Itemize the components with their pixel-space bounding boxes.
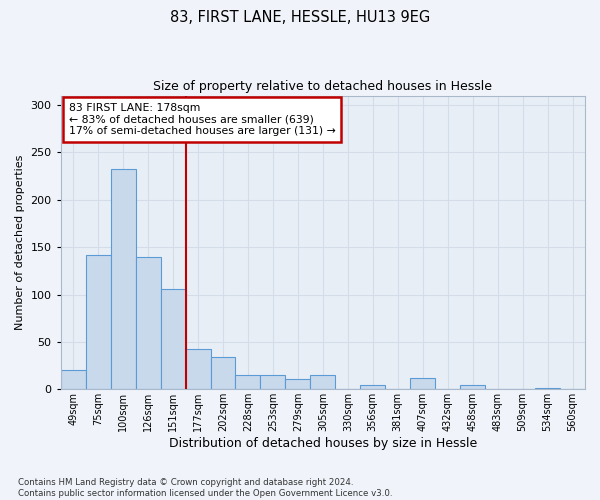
Bar <box>460 384 485 390</box>
Bar <box>535 388 560 390</box>
Bar <box>235 375 260 390</box>
Y-axis label: Number of detached properties: Number of detached properties <box>15 154 25 330</box>
Bar <box>260 375 286 390</box>
Bar <box>86 254 110 390</box>
Text: 83 FIRST LANE: 178sqm
← 83% of detached houses are smaller (639)
17% of semi-det: 83 FIRST LANE: 178sqm ← 83% of detached … <box>68 103 335 136</box>
Bar <box>110 168 136 390</box>
X-axis label: Distribution of detached houses by size in Hessle: Distribution of detached houses by size … <box>169 437 477 450</box>
Bar <box>410 378 435 390</box>
Bar <box>211 357 235 390</box>
Text: 83, FIRST LANE, HESSLE, HU13 9EG: 83, FIRST LANE, HESSLE, HU13 9EG <box>170 10 430 25</box>
Bar <box>161 289 185 390</box>
Bar <box>361 384 385 390</box>
Bar <box>310 375 335 390</box>
Bar <box>136 256 161 390</box>
Bar <box>185 350 211 390</box>
Title: Size of property relative to detached houses in Hessle: Size of property relative to detached ho… <box>154 80 493 93</box>
Bar <box>61 370 86 390</box>
Bar <box>286 379 310 390</box>
Text: Contains HM Land Registry data © Crown copyright and database right 2024.
Contai: Contains HM Land Registry data © Crown c… <box>18 478 392 498</box>
